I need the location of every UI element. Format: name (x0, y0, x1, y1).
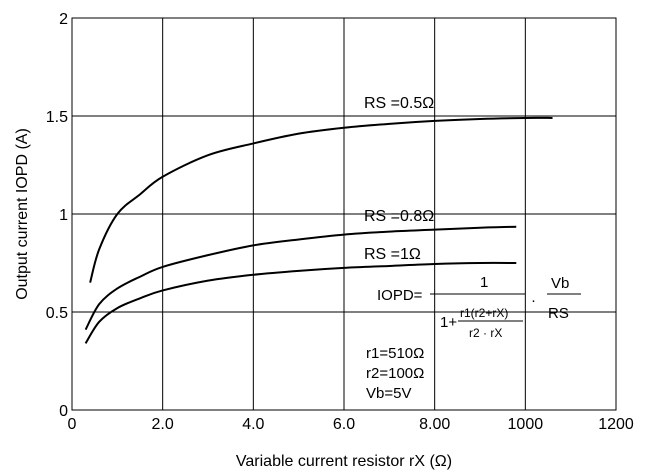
formula-dot: · (531, 292, 536, 309)
series-lines (84, 116, 553, 344)
formula-den-prefix: 1+ (440, 314, 457, 331)
y-tick-label: 2 (59, 11, 68, 28)
formula-inner-num: r1(r2+rX) (460, 306, 508, 320)
param-r1: r1=510Ω (366, 345, 424, 362)
y-tick-labels: 0 0.5 1 1.5 2 (46, 11, 68, 420)
series-line-1 (84, 225, 517, 331)
x-tick-labels: 0 2.0 4.0 6.0 8.00 1000 1200 (68, 416, 634, 433)
plot-frame (71, 17, 617, 411)
y-axis-label: Output current IOPD (A) (14, 128, 31, 300)
x-tick-label: 8.00 (419, 416, 450, 433)
x-tick-label: 4.0 (242, 416, 264, 433)
series-label-rs-05: RS =0.5Ω (364, 95, 434, 112)
y-tick-label: 1.5 (46, 109, 68, 126)
x-tick-label: 0 (68, 416, 77, 433)
y-tick-label: 0 (59, 403, 68, 420)
x-axis-label: Variable current resistor rX (Ω) (236, 453, 452, 470)
grid (72, 18, 616, 410)
series-line-2 (84, 261, 517, 344)
x-tick-label: 2.0 (152, 416, 174, 433)
formula-num: 1 (480, 274, 488, 291)
formula-lhs: IOPD= (377, 287, 423, 304)
series-label-rs-08: RS =0.8Ω (364, 208, 434, 225)
series-line-0 (89, 116, 553, 283)
param-r2: r2=100Ω (366, 365, 424, 382)
x-tick-label: 1200 (598, 416, 634, 433)
formula-inner-den: r2 · rX (469, 326, 502, 340)
y-tick-label: 1 (59, 207, 68, 224)
x-tick-label: 6.0 (333, 416, 355, 433)
x-tick-label: 1000 (508, 416, 544, 433)
y-tick-label: 0.5 (46, 305, 68, 322)
formula-vb: Vb (551, 275, 569, 292)
series-label-rs-1: RS =1Ω (364, 246, 421, 263)
formula-rs: RS (548, 305, 569, 322)
param-vb: Vb=5V (366, 385, 411, 402)
